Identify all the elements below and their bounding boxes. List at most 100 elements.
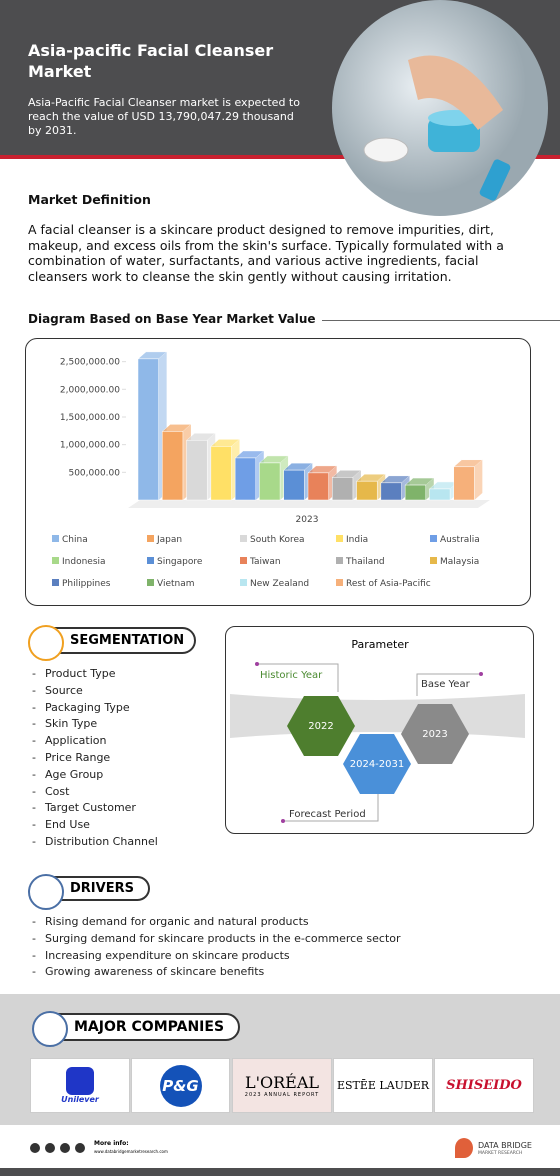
brand: DATA BRIDGE bbox=[478, 1141, 532, 1150]
y-tick-label: 2,500,000.00 bbox=[60, 358, 120, 368]
list-item: Distribution Channel bbox=[45, 834, 158, 851]
floor bbox=[128, 500, 490, 508]
legend-label: New Zealand bbox=[250, 579, 309, 589]
legend-label: India bbox=[346, 535, 368, 545]
segmentation-badge: SEGMENTATION bbox=[28, 625, 196, 661]
legend-swatch bbox=[240, 535, 247, 542]
icon bbox=[28, 874, 64, 910]
y-tick-label: 2,000,000.00 bbox=[60, 385, 120, 395]
legend-label: Philippines bbox=[62, 579, 111, 589]
segmentation-list: Product TypeSourcePackaging TypeSkin Typ… bbox=[45, 666, 158, 851]
bar-side bbox=[474, 459, 483, 500]
historic-year: 2022 bbox=[308, 721, 333, 732]
legend-swatch bbox=[52, 535, 59, 542]
list-item: Price Range bbox=[45, 750, 158, 767]
logo-shiseido: SHISEIDO bbox=[434, 1058, 534, 1113]
logo-text: ESTĒE LAUDER bbox=[336, 1079, 430, 1092]
legend-label: Rest of Asia-Pacific bbox=[346, 579, 431, 589]
drivers-list: Rising demand for organic and natural pr… bbox=[45, 914, 401, 981]
subtitle: Asia-Pacific Facial Cleanser market is e… bbox=[28, 96, 300, 137]
legend-label: Singapore bbox=[157, 557, 203, 567]
chart-frame bbox=[25, 338, 531, 606]
url: www.databridgemarketresearch.com bbox=[94, 1149, 168, 1154]
list-item: Skin Type bbox=[45, 716, 158, 733]
x-axis-label: 2023 bbox=[296, 515, 319, 525]
header-rule bbox=[0, 155, 560, 159]
logo-unilever: Unilever bbox=[30, 1058, 130, 1113]
bar bbox=[356, 480, 378, 501]
bar bbox=[137, 358, 159, 501]
list-item: Surging demand for skincare products in … bbox=[45, 931, 401, 948]
bar bbox=[429, 488, 451, 501]
legend-label: Vietnam bbox=[157, 579, 195, 589]
bar bbox=[186, 439, 208, 501]
logo-text: P&G bbox=[159, 1064, 202, 1107]
list-item: Target Customer bbox=[45, 800, 158, 817]
legend-swatch bbox=[336, 557, 343, 564]
bar bbox=[453, 466, 475, 501]
legend-swatch bbox=[430, 535, 437, 542]
brand-sub: MARKET RESEARCH bbox=[478, 1151, 523, 1156]
list-item: Application bbox=[45, 733, 158, 750]
more-info: More info: bbox=[94, 1140, 129, 1147]
drivers-badge: DRIVERS bbox=[28, 874, 150, 910]
list-item: Growing awareness of skincare benefits bbox=[45, 964, 401, 981]
logo-pg: P&G bbox=[131, 1058, 230, 1113]
segmentation-heading: SEGMENTATION bbox=[70, 633, 185, 648]
logo-estee: ESTĒE LAUDER bbox=[333, 1058, 433, 1113]
legend-swatch bbox=[240, 557, 247, 564]
legend-swatch bbox=[240, 579, 247, 586]
legend-label: South Korea bbox=[250, 535, 305, 545]
parameter-box bbox=[225, 626, 534, 834]
legend-label: Malaysia bbox=[440, 557, 479, 567]
title: Asia-pacific Facial Cleanser Market bbox=[28, 41, 274, 81]
legend-swatch bbox=[147, 579, 154, 586]
bar bbox=[210, 446, 232, 501]
legend-swatch bbox=[430, 557, 437, 564]
bar bbox=[259, 462, 281, 501]
y-tick-label: 1,500,000.00 bbox=[60, 413, 120, 423]
social-icons bbox=[30, 1143, 85, 1153]
legend-swatch bbox=[52, 579, 59, 586]
legend-swatch bbox=[147, 557, 154, 564]
brand-mark bbox=[455, 1138, 473, 1158]
icon bbox=[28, 625, 64, 661]
parameter-diagram: Parameter Historic Year Base Year Foreca… bbox=[230, 638, 525, 823]
logo-loreal: L'ORÉAL 2023 ANNUAL REPORT bbox=[232, 1058, 332, 1113]
legend-label: Indonesia bbox=[62, 557, 106, 567]
legend-label: Japan bbox=[156, 535, 182, 545]
bar bbox=[283, 469, 305, 501]
legend-swatch bbox=[52, 557, 59, 564]
list-item: End Use bbox=[45, 817, 158, 834]
drivers-heading: DRIVERS bbox=[70, 881, 134, 896]
bar bbox=[332, 477, 354, 501]
list-item: Product Type bbox=[45, 666, 158, 683]
legend-label: Taiwan bbox=[249, 557, 281, 567]
bar bbox=[380, 482, 402, 501]
logo-text: 2023 ANNUAL REPORT bbox=[244, 1092, 320, 1098]
logo-text: Unilever bbox=[61, 1095, 99, 1104]
list-item: Packaging Type bbox=[45, 700, 158, 717]
y-tick-label: 500,000.00 bbox=[68, 468, 120, 478]
companies-heading: MAJOR COMPANIES bbox=[74, 1019, 225, 1035]
base-year: 2023 bbox=[422, 729, 447, 740]
list-item: Cost bbox=[45, 784, 158, 801]
logo-text: L'ORÉAL bbox=[244, 1073, 320, 1092]
list-item: Age Group bbox=[45, 767, 158, 784]
base-label: Base Year bbox=[421, 679, 471, 690]
definition-text: A facial cleanser is a skincare product … bbox=[28, 222, 504, 284]
legend-label: Australia bbox=[440, 535, 480, 545]
bar bbox=[234, 457, 257, 501]
footer-band bbox=[0, 1168, 560, 1176]
historic-label: Historic Year bbox=[260, 670, 323, 681]
bar bbox=[162, 431, 184, 501]
forecast-label: Forecast Period bbox=[289, 809, 366, 820]
legend-swatch bbox=[147, 535, 154, 542]
list-item: Source bbox=[45, 683, 158, 700]
legend-swatch bbox=[336, 579, 343, 586]
companies-badge: MAJOR COMPANIES bbox=[32, 1011, 240, 1047]
legend-swatch bbox=[336, 535, 343, 542]
list-item: Rising demand for organic and natural pr… bbox=[45, 914, 401, 931]
logo-text: SHISEIDO bbox=[446, 1078, 522, 1093]
